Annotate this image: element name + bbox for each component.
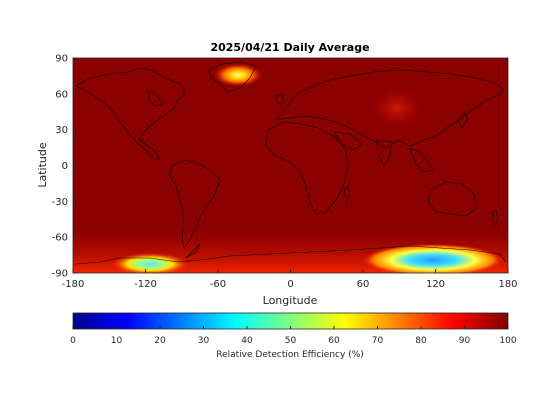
antarctica-coastline	[75, 245, 507, 265]
japan-coastline	[457, 111, 469, 129]
arabia-coastline	[333, 131, 363, 151]
colorbar-tick-label: 30	[198, 336, 210, 346]
x-axis-title: Longitude	[263, 294, 318, 307]
x-tick-label: 60	[357, 279, 370, 290]
y-tick-label: 90	[55, 54, 68, 65]
colorbar-tick-label: 100	[499, 336, 516, 346]
colorbar-ticks: 0 10 20 30 40 50 60 70 80 90 100	[70, 326, 517, 346]
x-tick-label: 0	[287, 279, 293, 290]
colorbar-tick-label: 40	[241, 336, 253, 346]
x-tick-label: 180	[498, 279, 517, 290]
colorbar-label: Relative Detection Efficiency (%)	[216, 350, 364, 360]
plot-area	[73, 58, 508, 273]
y-tick-label: -30	[52, 197, 68, 208]
x-tick-label: -120	[134, 279, 157, 290]
madagascar-coastline	[343, 185, 351, 203]
y-axis: 90 60 30 0 -30 -60 -90	[52, 54, 77, 280]
x-tick-label: -180	[62, 279, 85, 290]
y-axis-title: Latitude	[36, 142, 49, 188]
east-antarctica-region	[363, 244, 503, 273]
y-tick-label: 0	[62, 161, 68, 172]
y-tick-label: 60	[55, 89, 68, 100]
antarctic-peninsula	[185, 243, 201, 259]
hudson-bay	[147, 89, 163, 107]
south-america-coastline	[169, 159, 221, 249]
india-coastline	[375, 139, 393, 167]
australia-coastline	[427, 181, 477, 217]
north-america-coastline	[75, 67, 187, 161]
colorbar: 0 10 20 30 40 50 60 70 80 90 100 Relative Detectio…	[70, 312, 517, 360]
chart-title: 2025/04/21 Daily Average	[210, 41, 369, 54]
tibet-region	[369, 86, 425, 130]
africa-coastline	[265, 121, 349, 215]
colorbar-tick-label: 80	[415, 336, 427, 346]
uk-coastline	[275, 93, 285, 105]
greenland-coastline	[207, 61, 257, 93]
west-antarctica-region	[112, 253, 188, 273]
colorbar-tick-label: 20	[154, 336, 166, 346]
colorbar-tick-label: 0	[70, 336, 76, 346]
new-zealand-coastline	[491, 209, 499, 227]
x-tick-label: -60	[210, 279, 226, 290]
colorbar-tick-label: 10	[111, 336, 123, 346]
greenland-region	[213, 63, 263, 87]
x-tick-label: 120	[426, 279, 445, 290]
x-axis: -180 -120 -60 0 60 120 180	[62, 269, 518, 290]
europe-asia-coastline	[275, 69, 505, 149]
colorbar-tick-label: 70	[372, 336, 384, 346]
coastlines	[75, 61, 507, 265]
y-tick-label: 30	[55, 125, 68, 136]
y-tick-label: -60	[52, 233, 68, 244]
colorbar-tick-label: 50	[285, 336, 297, 346]
y-tick-label: -90	[52, 269, 68, 280]
southeast-asia-coastline	[409, 147, 435, 173]
colorbar-tick-label: 60	[328, 336, 340, 346]
colorbar-tick-label: 90	[459, 336, 471, 346]
